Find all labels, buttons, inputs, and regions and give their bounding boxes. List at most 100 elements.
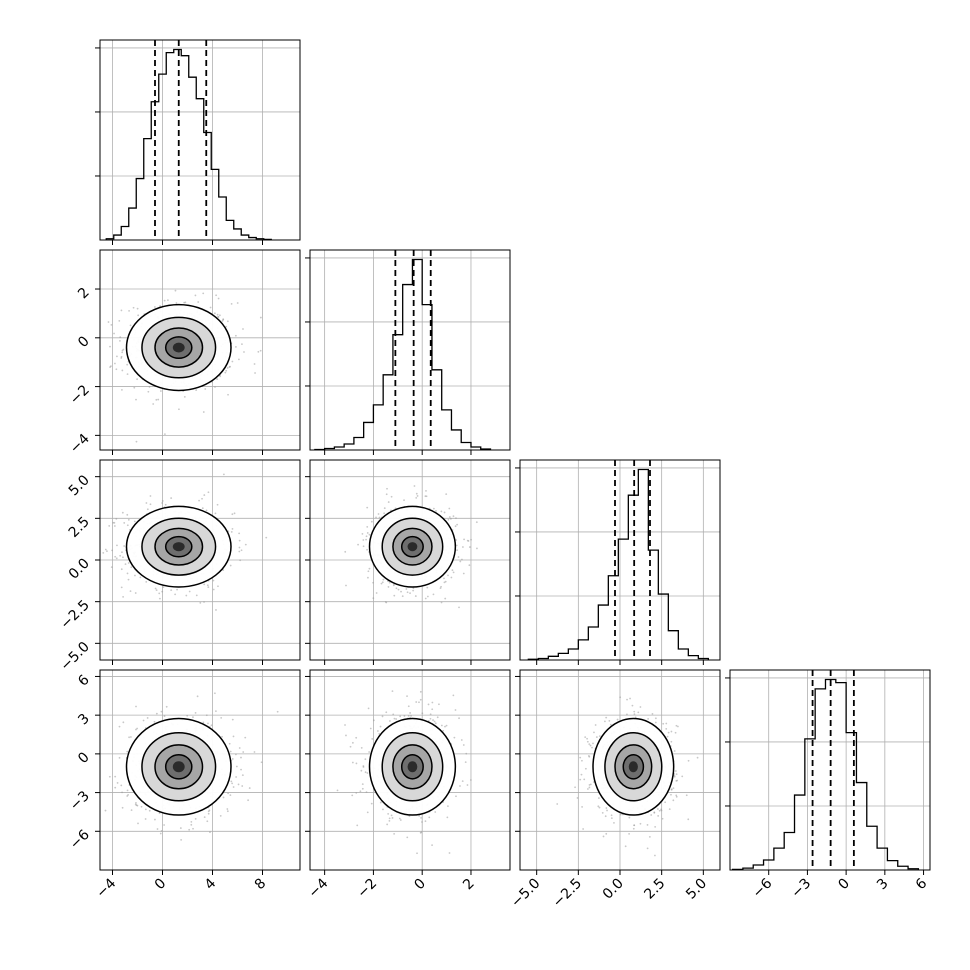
- scatter-point: [626, 713, 628, 716]
- scatter-point: [242, 751, 245, 753]
- scatter-point: [121, 351, 124, 354]
- scatter-point: [368, 567, 371, 570]
- scatter-point: [129, 324, 132, 327]
- scatter-point: [364, 758, 367, 761]
- pair-panel-2-1: [309, 459, 511, 661]
- density-level-4: [172, 542, 185, 552]
- scatter-point: [579, 756, 582, 759]
- scatter-point: [241, 774, 244, 777]
- scatter-point: [259, 316, 262, 319]
- scatter-point: [235, 753, 237, 756]
- scatter-point: [579, 778, 582, 781]
- scatter-point: [239, 559, 242, 562]
- scatter-point: [598, 735, 601, 738]
- contour-3: [400, 535, 424, 558]
- scatter-point: [241, 785, 244, 787]
- scatter-point: [195, 389, 198, 391]
- scatter-point: [215, 294, 218, 297]
- scatter-point: [421, 821, 423, 823]
- scatter-point: [220, 716, 223, 719]
- scatter-point: [597, 797, 600, 799]
- scatter-point: [628, 832, 630, 835]
- scatter-point: [123, 522, 126, 524]
- scatter-point: [458, 717, 460, 720]
- scatter-point: [139, 576, 142, 579]
- scatter-point: [582, 828, 585, 830]
- scatter-point: [372, 597, 375, 600]
- diag-panel-0: [95, 39, 301, 241]
- scatter-point: [597, 805, 600, 808]
- scatter-point: [133, 520, 136, 523]
- scatter-point: [414, 595, 417, 597]
- scatter-point: [440, 601, 443, 604]
- scatter-point: [380, 582, 383, 585]
- scatter-point: [122, 721, 125, 724]
- scatter-point: [222, 796, 225, 799]
- scatter-point: [120, 568, 123, 571]
- scatter-point: [458, 606, 460, 609]
- scatter-point: [397, 588, 400, 591]
- scatter-point: [209, 831, 211, 834]
- scatter-point: [450, 576, 453, 579]
- scatter-point: [468, 564, 471, 567]
- scatter-point: [230, 302, 233, 305]
- scatter-point: [221, 735, 223, 738]
- scatter-point: [357, 543, 359, 546]
- scatter-point: [362, 539, 365, 541]
- scatter-point: [379, 725, 382, 728]
- scatter-point: [188, 590, 191, 593]
- scatter-point: [654, 717, 657, 720]
- scatter-point: [202, 411, 205, 413]
- y-tick-label-2-2: 0.0: [66, 556, 93, 583]
- scatter-point: [455, 795, 457, 798]
- scatter-point: [238, 539, 241, 542]
- scatter-point: [162, 586, 165, 589]
- x-tick-label-2-3: 2.5: [641, 876, 668, 903]
- scatter-point: [651, 713, 654, 715]
- scatter-point: [406, 591, 409, 594]
- scatter-point: [444, 725, 446, 728]
- scatter-point: [581, 759, 583, 762]
- scatter-point: [123, 545, 126, 547]
- scatter-point: [113, 521, 116, 524]
- scatter-point: [201, 497, 203, 500]
- scatter-point: [104, 548, 107, 551]
- scatter-point: [633, 710, 636, 713]
- panel-frame: [729, 669, 931, 871]
- scatter-point: [449, 517, 452, 520]
- scatter-point: [222, 473, 225, 476]
- scatter-point: [229, 750, 232, 753]
- contour-1: [381, 517, 444, 576]
- scatter-point: [406, 836, 409, 839]
- scatter-point: [383, 507, 386, 510]
- scatter-point: [654, 825, 657, 828]
- scatter-point: [476, 547, 478, 550]
- scatter-point: [361, 532, 364, 535]
- scatter-point: [231, 527, 234, 530]
- scatter-point: [349, 745, 352, 748]
- scatter-point: [237, 783, 240, 786]
- scatter-point: [365, 791, 368, 793]
- scatter-point: [106, 550, 108, 553]
- scatter-point: [445, 724, 448, 727]
- x-tick-label-3-4: 6: [913, 875, 931, 893]
- scatter-point: [460, 739, 463, 741]
- scatter-point: [136, 378, 138, 381]
- scatter-point: [360, 746, 363, 749]
- scatter-point: [212, 588, 215, 591]
- scatter-point: [135, 705, 137, 708]
- scatter-point: [434, 722, 437, 725]
- contour-3: [622, 753, 645, 780]
- scatter-point: [126, 789, 129, 792]
- scatter-point: [230, 531, 233, 533]
- scatter-point: [108, 775, 111, 778]
- scatter-point: [126, 572, 129, 575]
- scatter-point: [461, 780, 464, 783]
- scatter-point: [129, 736, 132, 738]
- scatter-point: [670, 793, 672, 796]
- scatter-point: [221, 320, 224, 322]
- x-tick-label-0-3: 8: [252, 876, 270, 894]
- scatter-point: [104, 809, 107, 812]
- y-tick-label-2-3: 2.5: [66, 514, 93, 541]
- scatter-point: [170, 589, 173, 592]
